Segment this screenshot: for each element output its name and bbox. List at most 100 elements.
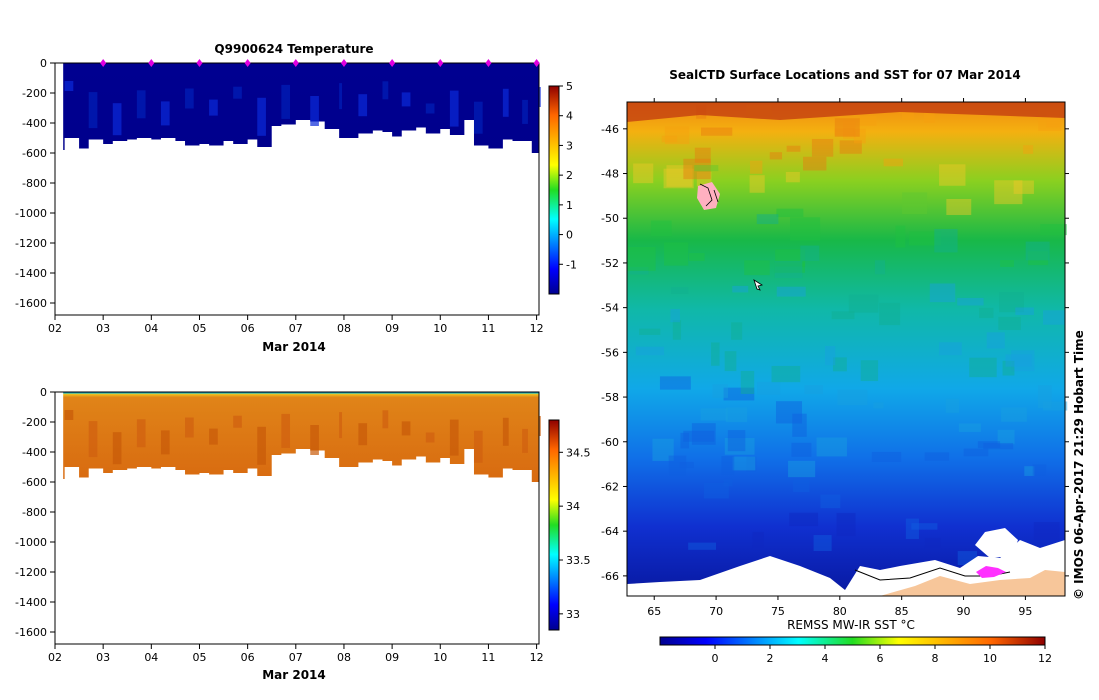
seal-track-pink (697, 182, 720, 210)
antarctic-land (880, 570, 1065, 596)
temperature-streaks (64, 81, 541, 136)
lat-tick-label: -58 (601, 391, 619, 404)
salinity-streaks (64, 410, 541, 465)
lat-tick-label: -62 (601, 480, 619, 493)
sst-texture-patch (688, 253, 705, 261)
section-streak (425, 103, 435, 114)
lon-tick-label: 75 (771, 605, 785, 618)
section-streak (310, 425, 319, 455)
sst-texture-patch (790, 217, 821, 241)
sst-texture-patch (905, 518, 919, 539)
sst-map-title: SealCTD Surface Locations and SST for 07… (669, 68, 1021, 82)
sst-lon-axis: 65 70 75 80 85 90 95 (647, 98, 1032, 618)
y-tick-label: -200 (22, 87, 47, 100)
sst-texture-patch (691, 423, 716, 445)
lat-tick-label: -66 (601, 570, 619, 583)
y-tick-label: 0 (40, 57, 47, 70)
profile-marker (340, 59, 347, 67)
sst-texture-patch (946, 198, 972, 216)
sst-texture-patch (800, 245, 820, 261)
sst-texture-patch (793, 478, 810, 493)
sst-texture-patch (1001, 407, 1027, 422)
section-streak (136, 90, 146, 119)
lat-tick-label: -60 (601, 436, 619, 449)
sst-texture-patch (1025, 241, 1050, 261)
sst-texture-patch (879, 302, 901, 326)
sst-texture-patch (633, 163, 654, 184)
x-tick-label: 02 (48, 651, 62, 664)
section-streak (358, 94, 368, 117)
sst-colorbar-tick-label: 2 (767, 652, 774, 665)
seal-position-marker (753, 279, 764, 291)
salinity-x-axis: 02 03 04 05 06 07 08 09 10 11 12 (48, 644, 544, 664)
salinity-colorbar-ticks: 34.5 34 33.5 33 (559, 446, 591, 621)
sst-colorbar-tick-label: 12 (1038, 652, 1052, 665)
sst-texture-patch (934, 228, 958, 253)
sst-texture-patch (871, 451, 902, 463)
profile-marker (485, 59, 492, 67)
sst-texture-patch (983, 442, 1014, 450)
sst-map-panel: SealCTD Surface Locations and SST for 07… (601, 68, 1086, 665)
sst-texture-patch (731, 322, 743, 340)
y-tick-label: -200 (22, 416, 47, 429)
sst-texture-patch (666, 165, 693, 187)
temperature-title: Q9900624 Temperature (214, 42, 373, 56)
sst-texture-patch (1033, 522, 1060, 540)
x-tick-label: 06 (241, 322, 255, 335)
sst-texture-patch (969, 357, 997, 378)
colorbar-tick-label: 2 (566, 169, 573, 182)
sst-texture-patch (939, 342, 962, 356)
colorbar-tick-label: 34 (566, 500, 580, 513)
seal-track-outline (699, 183, 719, 207)
sst-texture-patch (786, 145, 801, 152)
section-streak (473, 430, 483, 463)
warm-water-north (627, 102, 1065, 122)
seal-locations-magenta (976, 566, 1006, 578)
temperature-colorbar-ticks: 5 4 3 2 1 0 -1 (559, 80, 577, 271)
section-streak (88, 421, 98, 458)
lat-tick-label: -48 (601, 168, 619, 181)
profile-marker (533, 59, 540, 67)
section-streak (281, 84, 291, 119)
sst-texture-patch (750, 160, 763, 174)
sst-texture-patch (963, 448, 989, 457)
y-tick-label: -400 (22, 117, 47, 130)
y-tick-label: -1400 (15, 267, 47, 280)
sst-texture-patch (895, 225, 906, 248)
sst-texture-patch (688, 542, 716, 550)
sst-texture-patch (668, 455, 687, 477)
section-streak (449, 90, 459, 127)
profile-marker (196, 59, 203, 67)
sst-texture-patch (824, 346, 836, 366)
sst-texture-patch (834, 128, 855, 136)
sst-texture-patch (671, 287, 689, 294)
y-tick-label: -400 (22, 446, 47, 459)
sst-texture-patch (1013, 180, 1034, 194)
sst-texture-patch (999, 292, 1024, 313)
temperature-panel: Q9900624 Temperature 0 -200 -400 -600 -800 -1… (15, 42, 577, 354)
sst-texture-patch (774, 261, 803, 279)
y-tick-label: -800 (22, 506, 47, 519)
sst-texture-patch (957, 297, 984, 306)
profile-marker (244, 59, 251, 67)
section-streak (401, 92, 411, 107)
lon-tick-label: 90 (957, 605, 971, 618)
section-streak (233, 415, 242, 428)
sst-texture-patch (724, 437, 755, 455)
section-streak (281, 413, 291, 448)
section-streak (88, 92, 98, 129)
lon-tick-label: 70 (709, 605, 723, 618)
sst-texture-patch (635, 346, 665, 356)
x-tick-label: 11 (481, 322, 495, 335)
section-streak (401, 421, 411, 436)
profile-marker (148, 59, 155, 67)
sst-texture-patch (727, 430, 746, 452)
salinity-panel: 0 -200 -400 -600 -800 -1000 -1200 -1400 -1600 02… (15, 386, 590, 682)
section-streak (209, 99, 218, 116)
sst-texture-patch (902, 192, 928, 215)
sst-texture-patch (986, 332, 1005, 349)
y-tick-label: 0 (40, 386, 47, 399)
lat-tick-label: -54 (601, 302, 619, 315)
sst-texture-patch (788, 460, 816, 478)
sst-texture-patch (712, 384, 728, 398)
